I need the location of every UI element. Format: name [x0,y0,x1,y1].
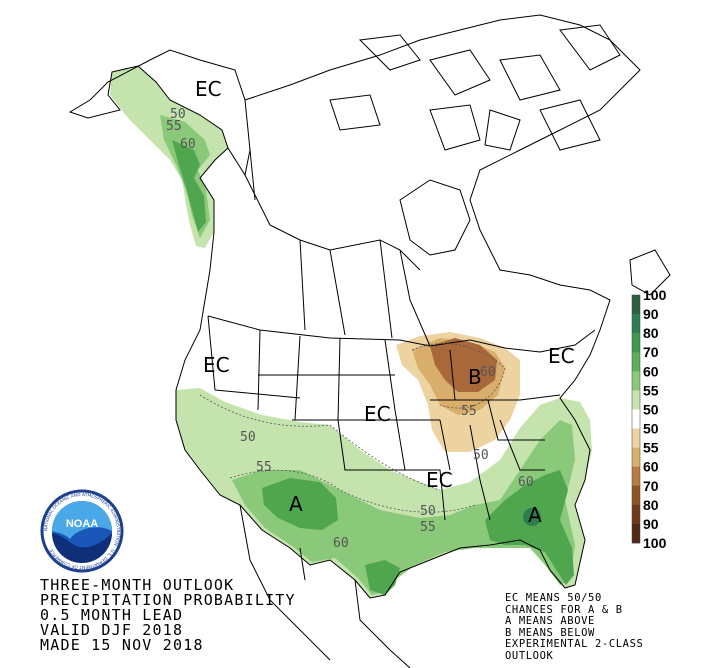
title-line-lead: 0.5 MONTH LEAD [40,606,184,624]
scale-swatch [632,409,640,429]
contour-label-ak-60: 60 [180,137,196,152]
alaska-outline [68,49,251,177]
arctic-islands [329,24,621,151]
scale-tick-label: 70 [643,478,659,494]
scale-tick-label: 90 [643,516,659,532]
title-line-made: MADE 15 NOV 2018 [40,636,204,654]
scale-tick-label: 80 [643,325,659,341]
canada-province-lines [244,149,431,347]
scale-swatch [632,352,640,372]
contour-label-sw-60: 60 [333,536,349,551]
scale-tick-label: 70 [643,344,659,360]
ec-label-south: EC [426,468,453,492]
southwest-contour-55 [229,469,476,513]
south-above-50-area [176,388,592,598]
contour-label-gulf-55: 55 [420,520,436,535]
hudson-bay-outline [399,179,471,256]
florida-above-70-area [523,508,541,526]
contour-label-gl-60: 60 [480,365,496,380]
ec-label-central: EC [364,402,391,426]
texas-above-60-area [365,560,400,595]
scale-swatch [632,466,640,487]
a-label-southwest: A [289,492,303,516]
contour-label-gl-55: 55 [461,404,477,419]
scale-swatch [632,333,640,353]
scale-swatch [632,504,640,525]
noaa-logo-wave [52,533,112,563]
legend-note-line-above: A MEANS ABOVE [505,615,595,627]
contours [199,343,506,513]
scale-swatch [632,447,640,467]
scale-labels: 100 90 80 70 60 55 50 50 55 60 70 80 90 100 [643,287,667,551]
contour-value-labels: 50 55 60 50 55 60 50 55 60 50 55 60 [166,107,534,551]
alaska-above-60-area [172,140,206,232]
greatlakes-below-60-area [430,338,497,392]
scale-swatch [632,295,640,315]
ec-label-northeast: EC [548,344,575,368]
scale-tick-label: 50 [643,421,659,437]
noaa-logo: NOAA NATIONAL OCEANIC AND ATMOSPHERIC AD… [40,489,124,573]
scale-tick-label: 60 [643,459,659,475]
scale-tick-label: 55 [643,440,659,456]
scale-swatch [632,428,640,448]
category-labels: EC EC EC EC EC A A B [195,77,575,527]
us-state-lines [207,315,561,521]
legend-note: EC MEANS 50/50 CHANCES FOR A & B A MEANS… [505,592,644,662]
ec-label-alaska: EC [195,77,222,101]
legend-note-line-below: B MEANS BELOW [505,626,595,639]
scale-swatch [632,485,640,506]
south-above-60-area [262,478,338,530]
noaa-logo-bird [52,501,112,539]
south-above-55-area [232,420,575,595]
scale-swatch [632,523,640,544]
scale-frame [631,294,641,544]
contour-label-gl-50: 50 [473,448,489,463]
scale-tick-label: 55 [643,382,659,398]
scale-tick-label: 100 [643,535,667,551]
legend-note-line-chances: CHANCES FOR A & B [505,603,623,616]
contour-label-sw-55: 55 [256,460,272,475]
contour-label-sw-50: 50 [240,430,256,445]
continent-outline [175,14,641,599]
southwest-contour-50 [199,394,441,491]
mexico-outline [239,504,411,668]
southeast-above-60-area [485,470,574,585]
contour-label-se-60: 60 [518,475,534,490]
scale-tick-label: 100 [643,287,667,303]
boundaries [68,14,671,668]
title-line-outlook: THREE-MONTH OUTLOOK [40,576,235,594]
contour-label-ak-55: 55 [166,119,182,134]
title-line-variable: PRECIPITATION PROBABILITY [40,591,296,609]
scale-tick-label: 80 [643,497,659,513]
probability-shading [110,66,592,598]
legend-note-line-experimental: EXPERIMENTAL 2-CLASS [505,638,644,650]
scale-tick-label: 60 [643,363,659,379]
scale-swatch [632,371,640,391]
canada-us-border [207,315,596,353]
b-label-great-lakes: B [468,365,482,389]
legend-note-line-outlook: OUTLOOK [505,649,554,662]
scale-swatch [632,314,640,334]
legend-note-line-ec: EC MEANS 50/50 [505,592,602,604]
scale-tick-label: 50 [643,401,659,417]
probability-color-scale: 100 90 80 70 60 55 50 50 55 60 70 80 90 100 [631,287,667,551]
title-block: THREE-MONTH OUTLOOK PRECIPITATION PROBAB… [40,578,296,653]
scale-swatch [632,390,640,410]
title-line-valid: VALID DJF 2018 [40,621,184,639]
greatlakes-contour-55 [411,343,506,409]
scale-swatches [631,294,641,544]
noaa-logo-text: NOAA [66,518,98,530]
contour-label-gulf-50: 50 [420,504,436,519]
ec-label-west: EC [203,353,230,377]
newfoundland [629,249,671,296]
scale-tick-label: 90 [643,306,659,322]
contour-label-ak-50: 50 [170,107,186,122]
a-label-southeast: A [528,503,542,527]
